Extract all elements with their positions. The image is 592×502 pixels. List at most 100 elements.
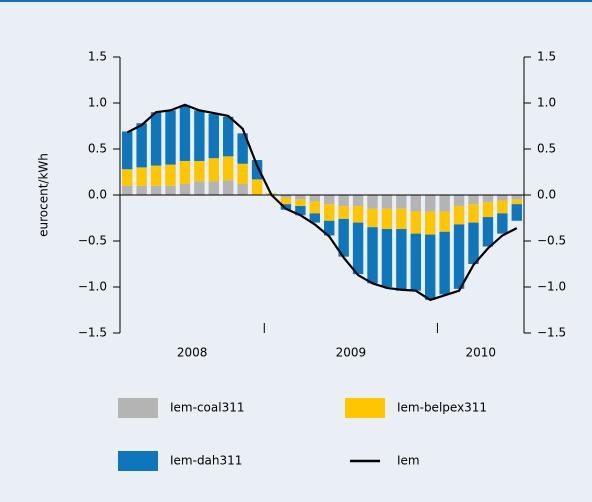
bar-segment [237,133,248,164]
bar-segment [122,185,133,195]
legend-swatch [118,451,158,471]
y-tick-label: −1.0 [537,280,566,294]
bar-segment [251,160,263,180]
x-group-label: 2010 [465,346,496,360]
y-tick-label: 0.5 [88,142,107,156]
bar-segment [352,206,364,223]
bar-segment [381,195,393,209]
bar-segment [511,195,522,200]
bar-segment [223,180,234,195]
bar-segment [338,206,349,219]
bar-segment [280,197,292,205]
bar-segment [497,195,508,201]
bar-segment [468,195,479,205]
bar-segment [453,224,465,289]
x-group-label: 2008 [177,346,208,360]
bar-segment [122,131,133,170]
bar-segment [324,195,335,205]
bar-segment [324,204,335,221]
bar-segment [309,201,320,214]
bar-segment [194,110,205,161]
bar-segment [165,164,176,186]
bar-segment [136,167,147,186]
legend-label: Iem-dah311 [170,454,242,468]
y-tick-label: 1.5 [88,50,107,64]
bar-segment [194,160,205,182]
bar-segment [295,195,306,200]
y-tick-label: −0.5 [78,234,107,248]
bar-segment [194,181,205,195]
bar-segment [208,158,219,182]
bar-segment [381,229,393,287]
bar-segment [324,220,335,236]
bar-segment [251,179,263,195]
legend-label: Iem-belpex311 [397,401,487,415]
y-tick-label: 1.5 [537,50,556,64]
bar-segment [223,116,234,157]
bar-segment [338,218,349,257]
bar-segment [425,234,436,300]
bar-segment [410,233,421,291]
bar-segment [150,165,162,186]
y-tick-label: −0.5 [537,234,566,248]
bar-segment [381,208,393,230]
top-rule [0,0,592,2]
bar-segment [237,183,248,195]
legend-label: Iem [397,454,420,468]
bar-segment [367,208,378,228]
bar-segment [482,195,494,203]
bar-segment [425,195,436,212]
line-series [126,103,518,302]
bar-segment [511,204,522,221]
bar-segment [295,199,306,207]
bar-segment [511,199,522,205]
bar-segment [468,222,479,264]
bar-segment [338,195,349,207]
bar-segment [150,185,162,195]
y-tick-label: 0.0 [537,188,556,202]
bar-segment [396,208,407,230]
bar-segment [165,185,176,195]
bar-segment [396,195,407,209]
bar-segment [497,200,508,214]
y-axis-label: eurocent/kWh [37,153,51,237]
bar-segment [179,105,191,161]
bar-segment [453,195,465,207]
bar-segment [179,160,191,184]
bar-segment [309,213,320,223]
y-tick-label: −1.5 [537,326,566,340]
y-tick-label: 0.5 [537,142,556,156]
bar-segment [208,114,219,159]
y-tick-label: −1.5 [78,326,107,340]
bar-segment [367,195,378,209]
bar-segment [122,169,133,186]
bar-segment [410,211,421,234]
bar-segment [136,123,147,168]
y-tick-label: −1.0 [78,280,107,294]
bar-segment [352,195,364,207]
bar-segment [309,195,320,202]
bar-segment [165,110,176,165]
legend-swatch [345,398,385,418]
bar-segment [280,204,292,210]
bar-segment [280,195,292,198]
y-tick-label: 1.0 [537,96,556,110]
y-tick-label: 0.0 [88,188,107,202]
bar-segment [223,156,234,181]
bar-segment [208,181,219,195]
x-group-label: 2009 [336,346,367,360]
legend-swatch [118,398,158,418]
bar-segment [482,202,494,218]
bar-segment [237,163,248,184]
bar-segment [396,229,407,291]
bar-segment [468,204,479,223]
bar-segment [136,185,147,195]
bar-segment [295,206,306,216]
bar-segment [482,217,494,247]
bar-segment [439,195,450,212]
bar-segment [367,227,378,284]
bar-segment [352,222,364,275]
bar-segment [497,213,508,234]
y-tick-label: 1.0 [88,96,107,110]
